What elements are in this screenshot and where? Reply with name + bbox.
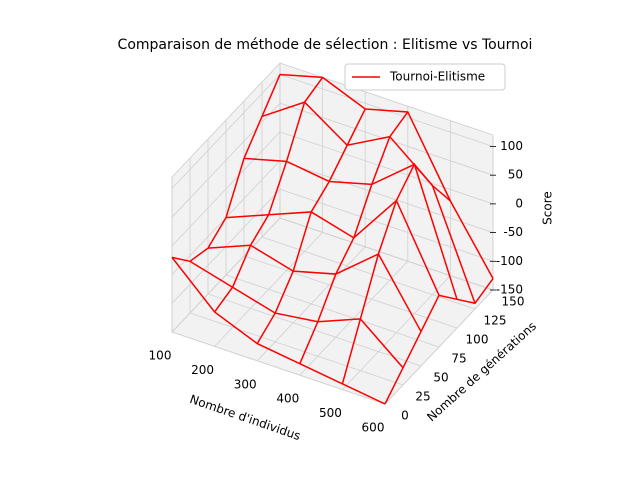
z-tick-label: -150 (496, 283, 523, 297)
grid-line (189, 312, 404, 386)
legend-box (344, 63, 506, 91)
x-tick-label: 100 (149, 349, 172, 363)
y-tick-label: 100 (466, 333, 489, 347)
legend-label: Tournoi-Elitisme (389, 70, 485, 84)
grid-line (243, 255, 458, 329)
y-tick-label: 0 (401, 409, 409, 423)
x-tick-label: 200 (191, 363, 214, 377)
grid-line (279, 188, 494, 262)
wire-line (279, 73, 494, 279)
grid-line (279, 217, 494, 291)
grid-line (279, 160, 494, 233)
y-tick-label: 25 (415, 390, 430, 404)
grid-line (171, 331, 386, 405)
grid-line (261, 236, 476, 310)
z-axis-label: Score (541, 191, 555, 225)
grid-line (171, 217, 281, 333)
wire-line (261, 101, 476, 304)
grid-line (171, 102, 281, 218)
wire-line (243, 157, 458, 300)
grid-line (171, 131, 281, 247)
z-tick-label: 100 (500, 139, 523, 153)
chart-title: Comparaison de méthode de sélection : El… (118, 37, 533, 53)
z-tick-label: 50 (508, 168, 523, 182)
z-tick-label: -50 (503, 225, 523, 239)
x-tick-label: 400 (276, 392, 299, 406)
y-tick-label: 150 (502, 295, 525, 309)
legend: Tournoi-Elitisme (344, 63, 506, 91)
plot-area (171, 73, 494, 405)
y-tick-label: 125 (484, 314, 507, 328)
x-tick-label: 300 (234, 377, 257, 391)
y-tick-label: 50 (433, 371, 448, 385)
x-tick-label: 500 (319, 406, 342, 420)
wire-line (207, 244, 422, 332)
wire-line (171, 256, 386, 405)
grid-line (279, 102, 494, 176)
grid-line (225, 274, 440, 348)
wire-line (189, 260, 404, 369)
y-tick-label: 75 (451, 352, 466, 366)
wire-line (225, 199, 440, 296)
grid-line (279, 131, 494, 205)
z-tick-label: 0 (515, 196, 523, 210)
z-tick-label: -100 (496, 254, 523, 268)
grid-line (171, 74, 281, 189)
panes (171, 61, 494, 405)
x-tick-label: 600 (362, 421, 385, 435)
